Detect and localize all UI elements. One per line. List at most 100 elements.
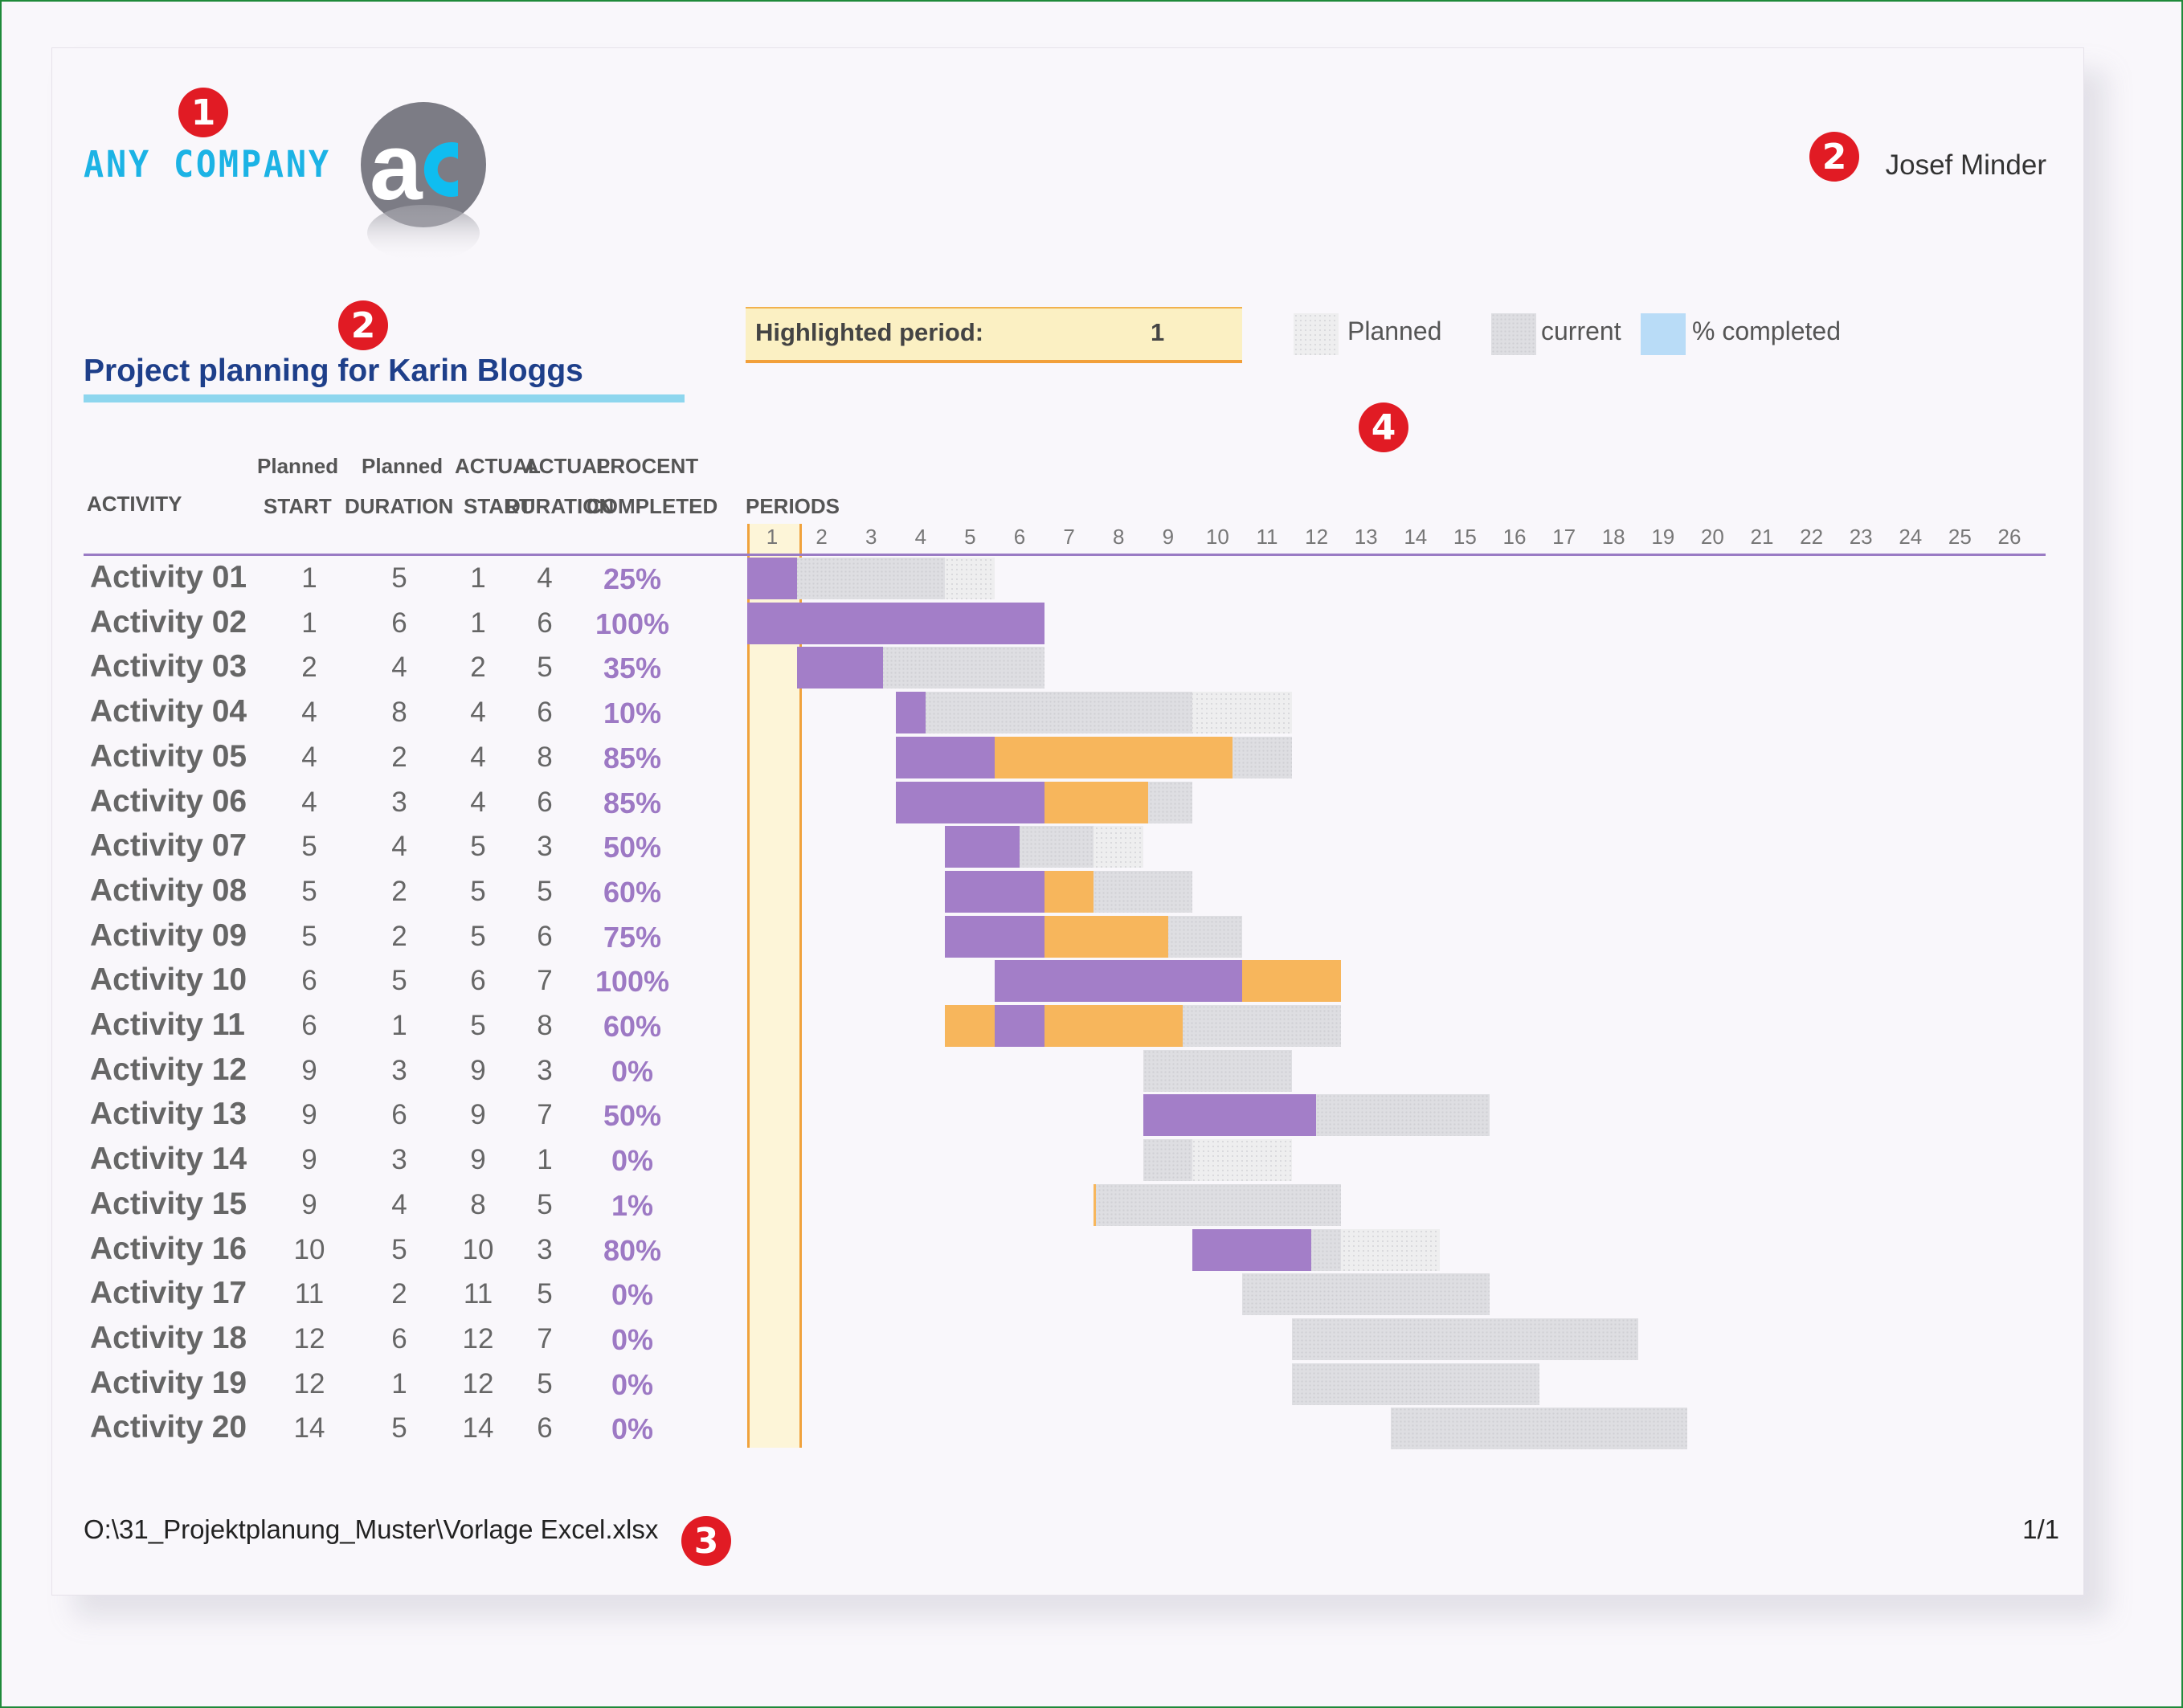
activity-name: Activity 07 bbox=[90, 828, 247, 864]
percent-complete-cell: 60% bbox=[603, 1010, 662, 1043]
highlighted-period-box[interactable]: Highlighted period: 1 bbox=[746, 307, 1242, 363]
actual-duration-cell: 6 bbox=[537, 920, 553, 952]
legend-current-swatch bbox=[1491, 313, 1536, 355]
percent-complete-cell: 0% bbox=[611, 1054, 654, 1088]
actual-bar bbox=[1242, 1273, 1490, 1316]
actual-start-cell: 5 bbox=[470, 1010, 486, 1041]
planned-start-cell: 4 bbox=[301, 697, 317, 729]
planned-start-cell: 12 bbox=[293, 1367, 325, 1399]
percent-complete-cell: 85% bbox=[603, 786, 662, 819]
header-planned-start-top: Planned bbox=[257, 454, 339, 478]
completed-bar bbox=[1192, 1228, 1312, 1271]
footer-file-path: O:\31_Projektplanung_Muster\Vorlage Exce… bbox=[84, 1514, 659, 1544]
actual-start-cell: 2 bbox=[470, 652, 486, 684]
actual-duration-cell: 1 bbox=[537, 1144, 553, 1176]
completed-bar bbox=[995, 960, 1242, 1003]
period-tick-label: 22 bbox=[1800, 525, 1824, 549]
percent-complete-cell: 0% bbox=[611, 1367, 654, 1401]
percent-complete-cell: 60% bbox=[603, 875, 662, 909]
legend-current-label: current bbox=[1541, 317, 1621, 345]
highlighted-period-column bbox=[747, 524, 802, 1448]
header-rule bbox=[84, 554, 2046, 556]
period-tick-label: 1 bbox=[766, 525, 779, 549]
period-tick-label: 7 bbox=[1063, 525, 1075, 549]
actual-bar bbox=[1094, 1183, 1342, 1226]
actual-start-cell: 12 bbox=[462, 1367, 494, 1399]
period-tick-label: 13 bbox=[1354, 525, 1378, 549]
logo-text: a bbox=[370, 114, 423, 220]
activity-name: Activity 04 bbox=[90, 694, 247, 729]
highlighted-period-value[interactable]: 1 bbox=[1151, 318, 1165, 346]
planned-start-cell: 6 bbox=[301, 1010, 317, 1041]
activity-name: Activity 20 bbox=[90, 1410, 247, 1445]
highlighted-period-label: Highlighted period: bbox=[755, 318, 984, 346]
planned-duration-cell: 5 bbox=[391, 1233, 407, 1265]
period-tick-label: 6 bbox=[1013, 525, 1026, 549]
author-name: Josef Minder bbox=[1885, 149, 2046, 181]
activity-name: Activity 05 bbox=[90, 738, 247, 774]
actual-start-cell: 5 bbox=[470, 920, 486, 952]
planned-duration-cell: 3 bbox=[391, 1144, 407, 1176]
actual-duration-cell: 8 bbox=[537, 741, 553, 773]
header-planned-start: START bbox=[264, 494, 332, 518]
actual-duration-cell: 3 bbox=[537, 1054, 553, 1086]
completed-before-plan-bar bbox=[1094, 1183, 1097, 1226]
percent-complete-cell: 0% bbox=[611, 1412, 654, 1446]
planned-start-cell: 9 bbox=[301, 1099, 317, 1131]
completed-bar bbox=[895, 736, 995, 778]
percent-complete-cell: 100% bbox=[595, 965, 670, 999]
planned-start-cell: 10 bbox=[293, 1233, 325, 1265]
completed-over-plan-bar bbox=[1044, 1005, 1183, 1047]
completed-over-plan-bar bbox=[1044, 870, 1094, 913]
header-actual-start: START bbox=[464, 494, 532, 518]
planned-start-cell: 2 bbox=[301, 652, 317, 684]
planned-duration-cell: 5 bbox=[391, 965, 407, 997]
percent-complete-cell: 0% bbox=[611, 1144, 654, 1178]
period-tick-label: 11 bbox=[1256, 525, 1278, 549]
actual-duration-cell: 5 bbox=[537, 1367, 553, 1399]
annotation-badge-4: 4 bbox=[1359, 402, 1408, 452]
activity-name: Activity 12 bbox=[90, 1052, 247, 1087]
period-tick-label: 12 bbox=[1305, 525, 1329, 549]
planned-duration-cell: 2 bbox=[391, 1278, 407, 1310]
completed-bar bbox=[995, 1005, 1044, 1047]
percent-complete-cell: 100% bbox=[595, 607, 670, 640]
percent-complete-cell: 85% bbox=[603, 741, 662, 774]
completed-bar bbox=[945, 826, 1020, 868]
annotation-badge-2-title: 2 bbox=[338, 300, 388, 350]
percent-complete-cell: 10% bbox=[603, 697, 662, 730]
actual-duration-cell: 6 bbox=[537, 607, 553, 639]
company-name: ANY COMPANY bbox=[84, 143, 331, 186]
planned-duration-cell: 4 bbox=[391, 652, 407, 684]
planned-duration-cell: 1 bbox=[391, 1010, 407, 1041]
header-actual-duration-top: ACTUAL bbox=[524, 454, 610, 478]
percent-complete-cell: 0% bbox=[611, 1278, 654, 1312]
activity-name: Activity 13 bbox=[90, 1097, 247, 1132]
activity-name: Activity 11 bbox=[90, 1007, 245, 1042]
percent-complete-cell: 50% bbox=[603, 1099, 662, 1133]
actual-start-cell: 9 bbox=[470, 1054, 486, 1086]
period-tick-label: 23 bbox=[1849, 525, 1873, 549]
actual-duration-cell: 3 bbox=[537, 831, 553, 863]
period-tick-label: 5 bbox=[964, 525, 976, 549]
activity-name: Activity 15 bbox=[90, 1186, 247, 1221]
header-pct-top: PROCENT bbox=[596, 454, 699, 478]
actual-duration-cell: 6 bbox=[537, 786, 553, 818]
legend-planned-label: Planned bbox=[1347, 317, 1442, 345]
annotation-badge-2-author: 2 bbox=[1809, 132, 1859, 182]
activity-name: Activity 14 bbox=[90, 1142, 247, 1177]
actual-bar bbox=[895, 692, 1193, 734]
activity-name: Activity 16 bbox=[90, 1231, 247, 1266]
planned-start-cell: 4 bbox=[301, 786, 317, 818]
activity-name: Activity 17 bbox=[90, 1276, 247, 1311]
header-planned-duration: DURATION bbox=[345, 494, 454, 518]
planned-start-cell: 1 bbox=[301, 607, 317, 639]
title-underline bbox=[84, 394, 685, 402]
completed-over-plan-bar bbox=[1044, 781, 1148, 823]
planned-duration-cell: 5 bbox=[391, 1412, 407, 1444]
planned-start-cell: 9 bbox=[301, 1144, 317, 1176]
legend-planned-swatch bbox=[1294, 313, 1339, 355]
annotation-badge-1: 1 bbox=[178, 88, 228, 137]
actual-start-cell: 4 bbox=[470, 697, 486, 729]
planned-start-cell: 1 bbox=[301, 562, 317, 594]
